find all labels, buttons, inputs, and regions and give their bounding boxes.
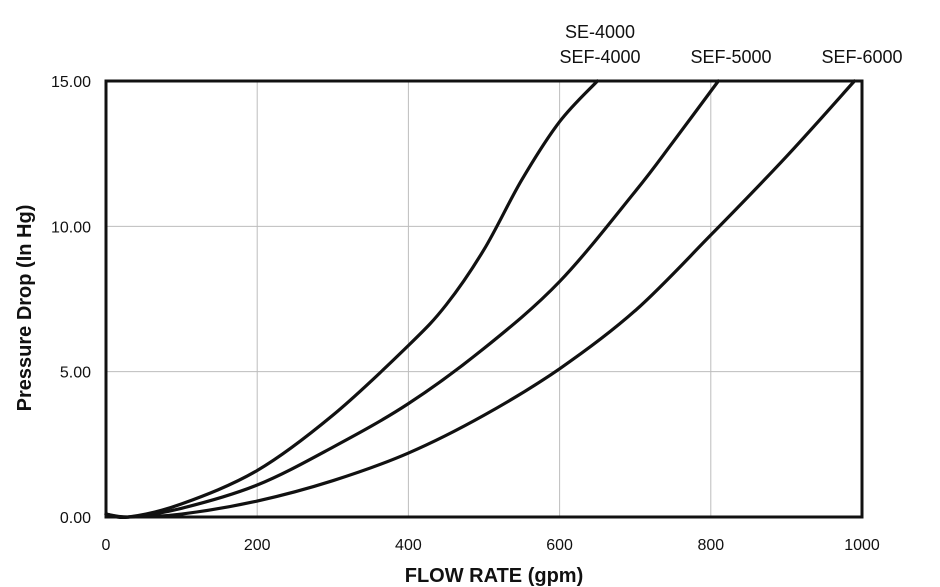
y-tick-label: 0.00 [60, 510, 91, 527]
series-lines [104, 79, 857, 519]
x-tick-label: 200 [244, 537, 271, 554]
y-tick-label: 10.00 [51, 219, 91, 236]
x-tick-label: 600 [546, 537, 573, 554]
y-tick-labels: 0.00 5.00 10.00 15.00 [51, 74, 91, 527]
series-label: SE-4000 [565, 22, 635, 42]
y-axis-title: Pressure Drop (In Hg) [14, 205, 36, 412]
x-tick-labels: 0 200 400 600 800 1000 [102, 537, 880, 554]
x-tick-label: 1000 [844, 537, 880, 554]
series-line-1 [104, 79, 720, 519]
series-labels: SE-4000 SEF-4000 SEF-5000 SEF-6000 [559, 22, 902, 67]
series-label: SEF-6000 [821, 47, 902, 67]
series-line-0 [104, 79, 599, 519]
y-tick-label: 15.00 [51, 74, 91, 91]
series-label: SEF-4000 [559, 47, 640, 67]
x-tick-label: 800 [697, 537, 724, 554]
plot-frame [104, 79, 864, 519]
y-tick-label: 5.00 [60, 365, 91, 382]
x-axis-title: FLOW RATE (gpm) [405, 565, 583, 587]
x-tick-label: 400 [395, 537, 422, 554]
x-tick-label: 0 [102, 537, 111, 554]
grid [105, 80, 863, 518]
series-line-2 [104, 79, 857, 519]
series-label: SEF-5000 [690, 47, 771, 67]
